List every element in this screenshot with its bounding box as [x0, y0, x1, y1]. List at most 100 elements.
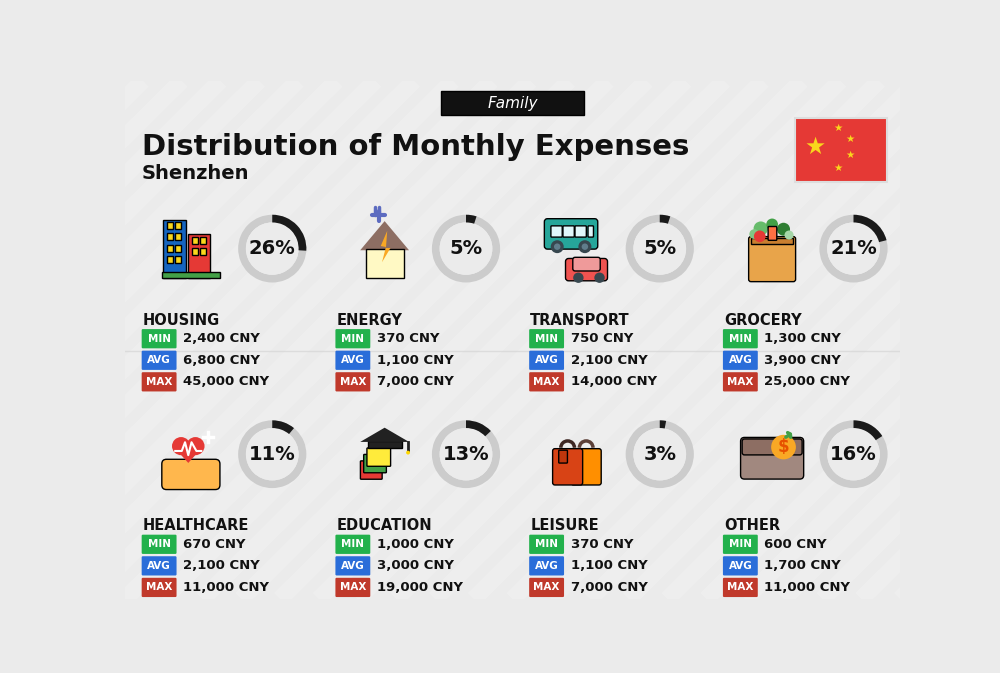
Text: 1,000 CNY: 1,000 CNY	[377, 538, 454, 551]
Text: AVG: AVG	[147, 561, 171, 571]
Circle shape	[551, 240, 564, 253]
Text: 2,100 CNY: 2,100 CNY	[183, 559, 260, 572]
Text: 21%: 21%	[830, 239, 877, 258]
FancyBboxPatch shape	[175, 234, 181, 240]
Wedge shape	[238, 215, 306, 283]
FancyBboxPatch shape	[162, 272, 220, 278]
FancyBboxPatch shape	[162, 459, 220, 489]
Circle shape	[766, 219, 778, 230]
FancyBboxPatch shape	[544, 219, 598, 249]
FancyBboxPatch shape	[175, 256, 181, 263]
FancyBboxPatch shape	[192, 248, 198, 255]
Text: Family: Family	[487, 96, 538, 110]
FancyBboxPatch shape	[142, 329, 177, 349]
FancyBboxPatch shape	[723, 329, 758, 349]
FancyBboxPatch shape	[167, 244, 173, 252]
Text: 5%: 5%	[449, 239, 483, 258]
FancyBboxPatch shape	[529, 372, 564, 392]
Circle shape	[554, 244, 560, 250]
Text: 19,000 CNY: 19,000 CNY	[377, 581, 463, 594]
FancyBboxPatch shape	[142, 557, 177, 575]
FancyBboxPatch shape	[200, 236, 206, 244]
Text: MIN: MIN	[729, 539, 752, 549]
FancyBboxPatch shape	[142, 372, 177, 392]
Text: MIN: MIN	[535, 539, 558, 549]
FancyBboxPatch shape	[188, 234, 210, 278]
Text: 370 CNY: 370 CNY	[571, 538, 633, 551]
Circle shape	[754, 221, 768, 236]
Text: 3%: 3%	[643, 445, 676, 464]
FancyBboxPatch shape	[335, 534, 370, 554]
Text: 600 CNY: 600 CNY	[764, 538, 827, 551]
FancyBboxPatch shape	[192, 236, 198, 244]
Polygon shape	[174, 447, 203, 463]
Circle shape	[246, 428, 299, 481]
Text: MAX: MAX	[533, 582, 560, 592]
Wedge shape	[660, 421, 666, 429]
FancyBboxPatch shape	[367, 448, 391, 466]
Text: MAX: MAX	[727, 377, 754, 387]
Wedge shape	[854, 421, 882, 440]
Circle shape	[749, 229, 759, 239]
Wedge shape	[432, 215, 500, 283]
FancyBboxPatch shape	[723, 534, 758, 554]
Text: 750 CNY: 750 CNY	[571, 332, 633, 345]
FancyBboxPatch shape	[335, 557, 370, 575]
FancyBboxPatch shape	[167, 256, 173, 263]
Text: TRANSPORT: TRANSPORT	[530, 312, 630, 328]
Text: 1,100 CNY: 1,100 CNY	[571, 559, 647, 572]
Text: ★: ★	[834, 163, 843, 173]
FancyBboxPatch shape	[142, 351, 177, 370]
Text: MAX: MAX	[146, 377, 172, 387]
Text: MAX: MAX	[727, 582, 754, 592]
Text: 13%: 13%	[443, 445, 489, 464]
Text: 2,100 CNY: 2,100 CNY	[571, 354, 647, 367]
Text: ★: ★	[834, 123, 843, 133]
Text: 370 CNY: 370 CNY	[377, 332, 439, 345]
Circle shape	[827, 428, 880, 481]
Text: ENERGY: ENERGY	[337, 312, 402, 328]
Circle shape	[440, 428, 492, 481]
Circle shape	[633, 428, 686, 481]
Circle shape	[827, 223, 880, 275]
Text: MIN: MIN	[148, 539, 171, 549]
Circle shape	[594, 273, 605, 283]
FancyBboxPatch shape	[588, 226, 593, 237]
Circle shape	[406, 451, 410, 454]
Text: MIN: MIN	[341, 539, 364, 549]
Wedge shape	[854, 215, 887, 242]
Polygon shape	[360, 221, 409, 250]
FancyBboxPatch shape	[167, 234, 173, 240]
FancyBboxPatch shape	[723, 351, 758, 370]
Text: HEALTHCARE: HEALTHCARE	[143, 518, 249, 533]
FancyBboxPatch shape	[723, 578, 758, 597]
Circle shape	[573, 273, 584, 283]
Text: 1,100 CNY: 1,100 CNY	[377, 354, 454, 367]
FancyBboxPatch shape	[529, 351, 564, 370]
FancyBboxPatch shape	[551, 226, 562, 237]
Text: MAX: MAX	[533, 377, 560, 387]
FancyBboxPatch shape	[368, 441, 402, 448]
Text: 14,000 CNY: 14,000 CNY	[571, 376, 657, 388]
FancyBboxPatch shape	[167, 222, 173, 229]
FancyBboxPatch shape	[335, 329, 370, 349]
Circle shape	[633, 223, 686, 275]
Polygon shape	[381, 231, 390, 262]
Text: AVG: AVG	[147, 355, 171, 365]
Text: MIN: MIN	[729, 334, 752, 344]
FancyBboxPatch shape	[559, 450, 567, 463]
FancyBboxPatch shape	[768, 227, 777, 240]
Circle shape	[578, 240, 591, 253]
Text: MIN: MIN	[535, 334, 558, 344]
Wedge shape	[819, 421, 888, 488]
FancyBboxPatch shape	[335, 578, 370, 597]
Text: LEISURE: LEISURE	[530, 518, 599, 533]
Text: Shenzhen: Shenzhen	[142, 164, 250, 183]
Polygon shape	[360, 427, 409, 442]
Wedge shape	[466, 421, 491, 436]
FancyBboxPatch shape	[571, 449, 601, 485]
FancyBboxPatch shape	[723, 372, 758, 392]
FancyBboxPatch shape	[163, 219, 186, 278]
Wedge shape	[626, 215, 694, 283]
Text: 16%: 16%	[830, 445, 877, 464]
